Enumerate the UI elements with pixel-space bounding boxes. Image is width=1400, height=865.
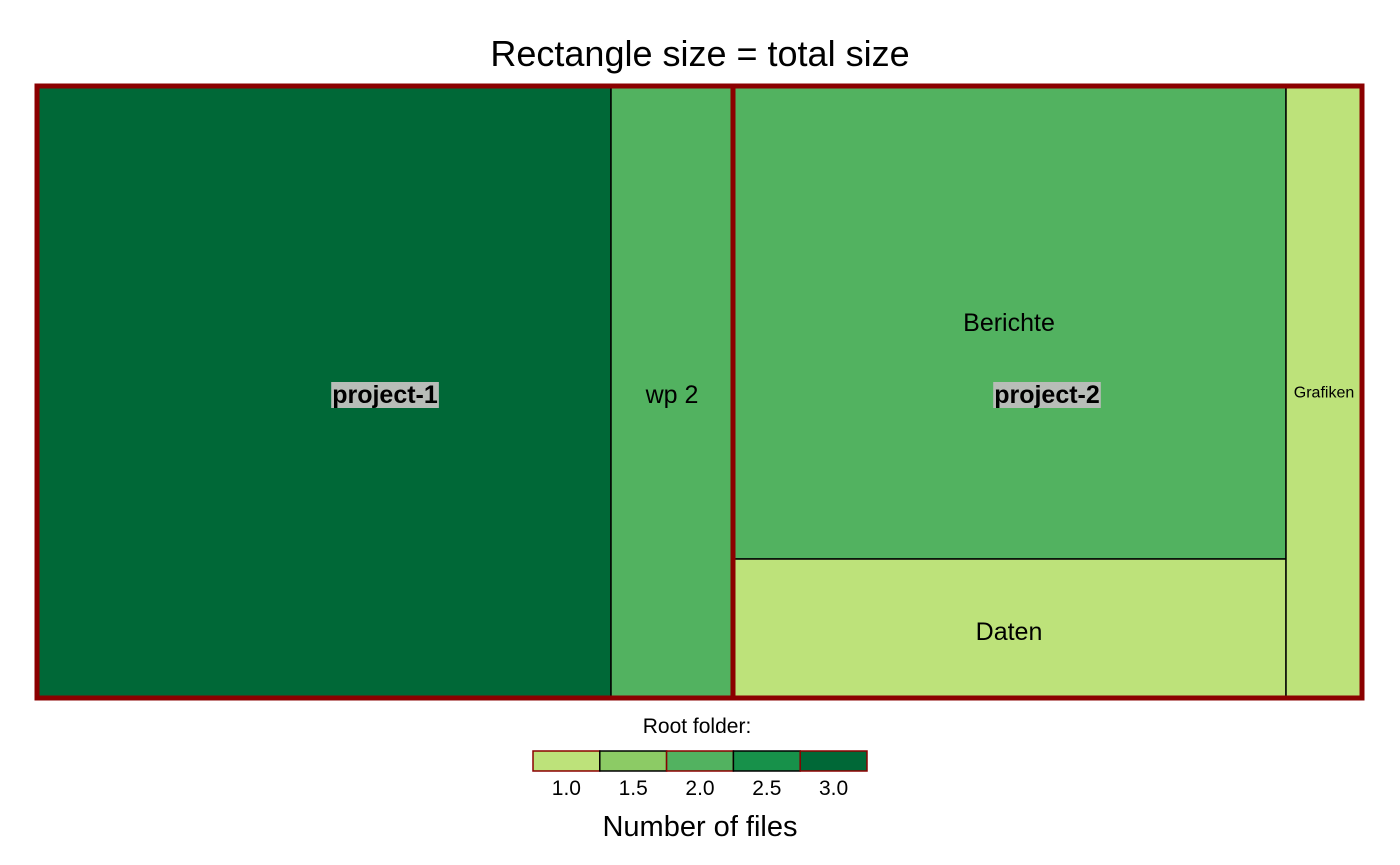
treemap-leaf-label: Daten bbox=[976, 618, 1043, 646]
treemap-group-label-bg bbox=[993, 382, 1101, 408]
legend-tick-label: 2.5 bbox=[752, 777, 781, 800]
legend-swatch bbox=[799, 750, 868, 772]
treemap-leaf-label: Grafiken bbox=[1294, 385, 1354, 402]
treemap-leaf-rect bbox=[1285, 85, 1363, 699]
treemap-group-labels: project-1 project-2 bbox=[331, 381, 1101, 409]
treemap-group-label: project-1 bbox=[332, 381, 438, 409]
treemap-leaves: wp 2 Berichte Daten Grafiken bbox=[36, 85, 1363, 699]
treemap-group-label-bg bbox=[331, 382, 439, 408]
legend-tick-label: 3.0 bbox=[819, 777, 848, 800]
legend-swatch bbox=[532, 750, 601, 772]
legend-tick-labels: 1.0 1.5 2.0 2.5 3.0 bbox=[552, 777, 848, 800]
legend-swatches bbox=[532, 750, 868, 772]
treemap-leaf-rect bbox=[732, 558, 1287, 699]
legend-swatch bbox=[732, 750, 801, 772]
legend-title: Root folder: bbox=[643, 715, 752, 738]
legend: Root folder: 1.0 1.5 2.0 2.5 3.0 Number of f… bbox=[532, 715, 868, 843]
treemap-group-border bbox=[730, 83, 1365, 701]
legend-tick-label: 1.5 bbox=[619, 777, 648, 800]
treemap-group-borders bbox=[34, 83, 1365, 701]
legend-tick-label: 1.0 bbox=[552, 777, 581, 800]
treemap-group-label: project-2 bbox=[994, 381, 1100, 409]
treemap-leaf-rect bbox=[732, 85, 1287, 560]
treemap-leaf-rect bbox=[36, 85, 612, 699]
chart-title: Rectangle size = total size bbox=[490, 33, 909, 74]
legend-swatch bbox=[665, 750, 735, 772]
treemap-leaf-label: Berichte bbox=[963, 309, 1055, 337]
legend-swatch bbox=[599, 750, 668, 772]
legend-xlabel: Number of files bbox=[602, 811, 797, 843]
legend-tick-label: 2.0 bbox=[685, 777, 714, 800]
treemap-leaf-label: wp 2 bbox=[645, 381, 699, 409]
treemap-leaf-rect bbox=[610, 85, 734, 699]
